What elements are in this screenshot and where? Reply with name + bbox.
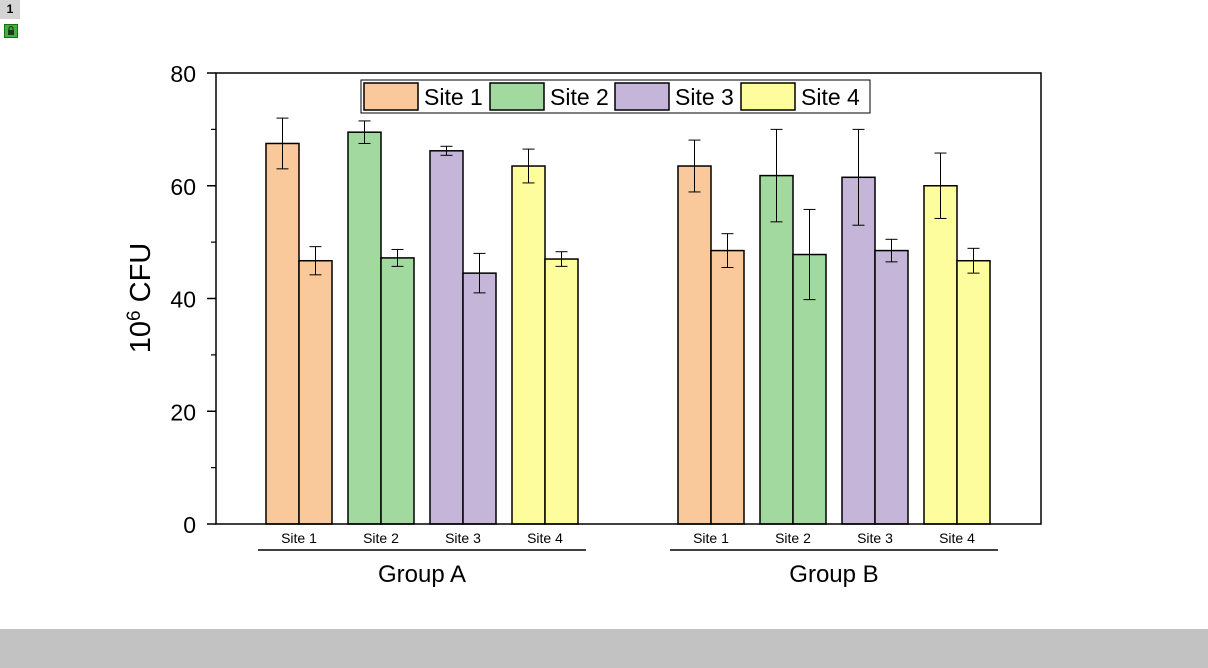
bar <box>511 165 546 525</box>
bar <box>544 258 579 525</box>
x-tick-label: Site 1 <box>693 530 729 546</box>
y-tick-label: 60 <box>170 174 196 200</box>
bar <box>677 165 712 525</box>
x-tick-label: Site 3 <box>857 530 893 546</box>
x-axis: Site 1 Site 2 Site 3 Site 4 Group A Site 1 Sit… <box>258 530 998 588</box>
page-tab[interactable]: 1 <box>0 0 20 19</box>
bar <box>710 249 745 525</box>
legend-swatch <box>363 82 419 111</box>
x-tick-label: Site 4 <box>939 530 975 546</box>
error-bars-layer <box>276 117 980 301</box>
legend-swatch <box>489 82 545 111</box>
bars-layer <box>265 131 991 525</box>
legend-entry: Site 4 <box>801 84 860 110</box>
y-axis-label-text: CFU <box>125 243 157 311</box>
status-bar <box>0 629 1208 668</box>
y-axis-label-sup: 6 <box>124 310 145 321</box>
y-tick-label: 0 <box>183 512 196 538</box>
bar <box>429 150 464 525</box>
bar <box>956 259 991 525</box>
x-tick-label: Site 2 <box>363 530 399 546</box>
bar <box>841 176 876 525</box>
y-axis-label: 106 CFU <box>124 243 158 354</box>
group-label: Group A <box>378 561 466 588</box>
bar <box>298 259 333 525</box>
bar <box>923 185 958 525</box>
legend-entry: Site 3 <box>675 84 734 110</box>
legend-entry: Site 2 <box>550 84 609 110</box>
legend-swatch <box>614 82 670 111</box>
legend-entry: Site 1 <box>424 84 483 110</box>
x-tick-label: Site 4 <box>527 530 563 546</box>
plot-frame <box>215 72 1042 525</box>
bar <box>462 272 497 525</box>
group-label: Group B <box>789 561 878 588</box>
y-tick-label: 20 <box>170 399 196 425</box>
bar <box>347 131 382 525</box>
legend-swatch <box>740 82 796 111</box>
bar <box>265 142 300 525</box>
bar <box>759 174 794 525</box>
y-tick-label: 80 <box>170 61 196 87</box>
x-tick-label: Site 2 <box>775 530 811 546</box>
y-tick-label: 40 <box>170 287 196 313</box>
y-axis: 0 20 40 60 80 <box>170 61 216 538</box>
y-axis-label-base: 10 <box>125 321 157 353</box>
lock-icon <box>4 24 18 38</box>
x-tick-label: Site 3 <box>445 530 481 546</box>
bar <box>874 249 909 525</box>
bar <box>380 257 415 525</box>
x-tick-label: Site 1 <box>281 530 317 546</box>
legend: Site 1 Site 2 Site 3 Site 4 <box>360 79 871 114</box>
bar-chart: 0 20 40 60 80 Site 1 Site 2 Site 3 Site 4 Group … <box>124 61 1042 588</box>
